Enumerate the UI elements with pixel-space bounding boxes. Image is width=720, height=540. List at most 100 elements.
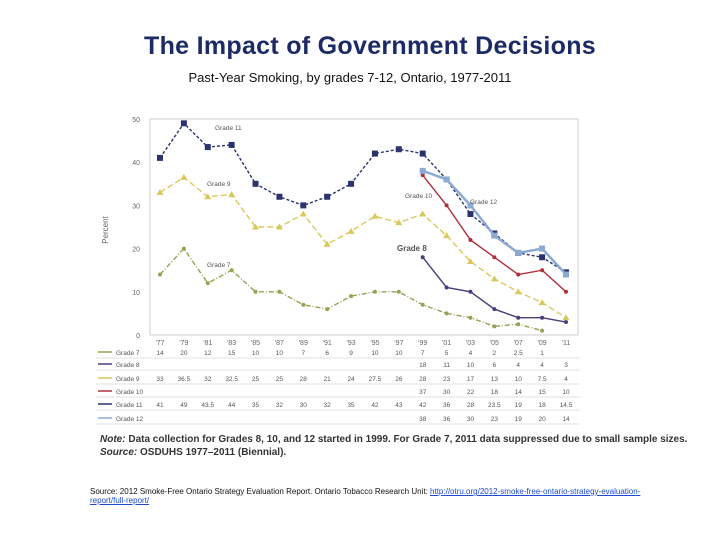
data-point: [467, 202, 474, 209]
table-cell: 23: [491, 416, 499, 423]
data-point: [204, 193, 212, 200]
data-point: [444, 203, 449, 208]
data-point: [516, 315, 521, 320]
x-tick-label: '11: [562, 340, 571, 347]
table-cell: 2.5: [514, 350, 523, 357]
data-point: [325, 307, 330, 312]
table-cell: 43: [395, 402, 403, 409]
table-cell: 10: [371, 350, 379, 357]
table-cell: 14: [562, 416, 570, 423]
table-cell: 44: [228, 402, 236, 409]
data-point: [466, 258, 474, 265]
table-cell: 5: [445, 350, 449, 357]
table-cell: 18: [491, 389, 499, 396]
table-cell: 13: [491, 376, 499, 383]
table-cell: 42: [371, 402, 379, 409]
table-cell: 24: [347, 376, 355, 383]
data-point: [539, 254, 546, 261]
data-point: [181, 246, 186, 251]
data-point: [300, 202, 307, 209]
data-point: [443, 232, 451, 239]
data-point: [323, 240, 331, 247]
table-cell: 41: [156, 402, 164, 409]
table-cell: 15: [228, 350, 236, 357]
table-cell: 10: [252, 350, 260, 357]
legend-label: Grade 11: [116, 402, 143, 409]
legend-label: Grade 9: [116, 376, 140, 383]
x-tick-label: '89: [299, 340, 308, 347]
data-point: [492, 324, 497, 329]
table-cell: 32.5: [225, 376, 238, 383]
data-point: [204, 144, 211, 151]
y-tick-label: 0: [136, 333, 140, 340]
table-cell: 35: [347, 402, 355, 409]
table-cell: 17: [467, 376, 475, 383]
table-cell: 43.5: [201, 402, 214, 409]
table-cell: 4: [564, 376, 568, 383]
x-tick-label: '79: [179, 340, 188, 347]
data-point: [180, 120, 187, 127]
data-point: [540, 315, 545, 320]
table-cell: 2: [493, 350, 497, 357]
data-point: [229, 268, 234, 273]
slide-title: The Impact of Government Decisions: [144, 32, 596, 60]
data-point: [420, 173, 425, 178]
table-cell: 28: [467, 402, 475, 409]
table-cell: 36: [443, 416, 451, 423]
data-point: [396, 289, 401, 294]
y-tick-label: 30: [132, 203, 140, 210]
data-point: [395, 146, 402, 153]
table-cell: 10: [467, 362, 475, 369]
table-cell: 23.5: [488, 402, 501, 409]
series-annotation: Grade 9: [207, 181, 231, 188]
data-point: [371, 150, 378, 157]
data-point: [562, 314, 570, 321]
table-cell: 7.5: [538, 376, 547, 383]
data-point: [516, 272, 521, 277]
table-cell: 30: [443, 389, 451, 396]
data-point: [228, 141, 235, 148]
table-cell: 49: [180, 402, 188, 409]
data-point: [395, 219, 403, 226]
table-cell: 4: [469, 350, 473, 357]
data-point: [156, 188, 164, 195]
data-point: [299, 210, 307, 217]
table-cell: 6: [325, 350, 329, 357]
source-text: OSDUHS 1977–2011 (Biennial).: [140, 447, 287, 458]
x-tick-label: '07: [514, 340, 523, 347]
series-annotation: Grade 8: [397, 244, 427, 253]
table-cell: 33: [156, 376, 164, 383]
data-point: [492, 255, 497, 260]
series-annotation: Grade 7: [207, 262, 231, 269]
note-label: Note:: [100, 434, 126, 445]
table-cell: 35: [252, 402, 260, 409]
x-tick-label: '95: [370, 340, 379, 347]
data-point: [564, 320, 568, 325]
series-line-0: [159, 247, 543, 332]
data-point: [540, 328, 545, 333]
table-cell: 14.5: [560, 402, 573, 409]
footer-link[interactable]: http://otru.org/2012-smoke-free-ontario-…: [90, 487, 641, 505]
table-cell: 14: [515, 389, 523, 396]
data-point: [540, 268, 545, 273]
table-cell: 32: [276, 402, 284, 409]
data-point: [420, 302, 425, 307]
data-point: [347, 227, 355, 234]
table-cell: 28: [300, 376, 308, 383]
data-point: [516, 322, 521, 327]
x-tick-label: '09: [538, 340, 547, 347]
data-point: [492, 307, 497, 312]
table-cell: 1: [540, 350, 544, 357]
data-point: [324, 193, 331, 200]
x-tick-label: '81: [203, 340, 212, 347]
data-point: [371, 212, 379, 219]
x-tick-label: '03: [466, 340, 475, 347]
data-point: [468, 237, 473, 242]
table-cell: 25: [276, 376, 284, 383]
x-tick-label: '91: [323, 340, 332, 347]
table-cell: 32: [324, 402, 332, 409]
data-point: [180, 173, 188, 180]
data-point: [276, 193, 283, 200]
table-cell: 28: [419, 376, 427, 383]
